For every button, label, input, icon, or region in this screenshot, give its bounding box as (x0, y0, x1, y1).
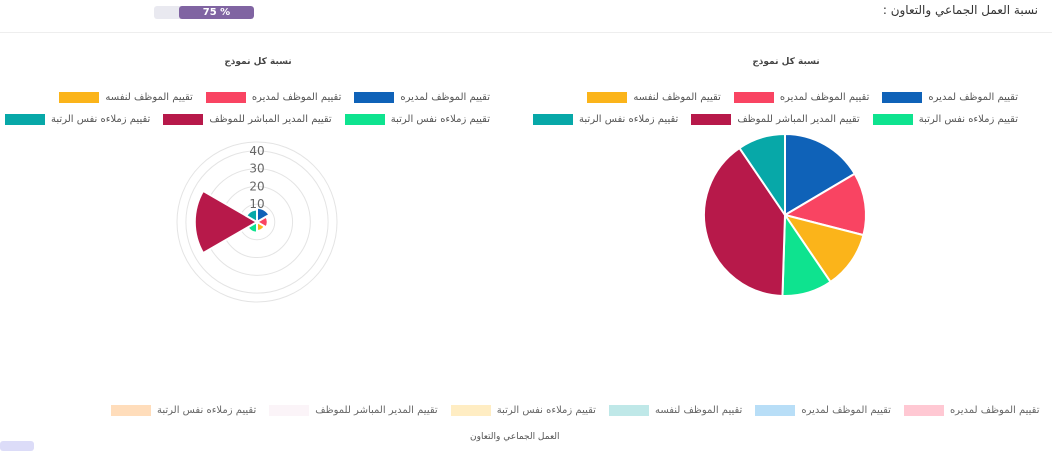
pie-legend-label: تقييم الموظف لمديره (779, 91, 870, 103)
polar-legend-label: تقييم المدير المباشر للموظف (209, 113, 332, 125)
pie-chart (703, 132, 867, 297)
bar-legend-item[interactable]: تقييم زملاءه نفس الرتبة (450, 405, 596, 416)
pie-legend-swatch (872, 113, 913, 125)
polar-legend-item[interactable]: تقييم زملاءه نفس الرتبة (344, 113, 490, 125)
scroll-indicator (0, 441, 34, 451)
polar-legend-item[interactable]: تقييم الموظف لمديره (354, 91, 490, 103)
polar-area-chart: 10 20 30 40 (176, 141, 338, 303)
pie-slice[interactable] (738, 132, 786, 219)
section-title: نسبة العمل الجماعي والتعاون : (882, 3, 1038, 17)
bar-legend-swatch (608, 405, 649, 416)
polar-chart-title: نسبة كل نموذج (224, 57, 292, 67)
polar-legend-item[interactable]: تقييم المدير المباشر للموظف (163, 113, 332, 125)
bar-legend-swatch (450, 405, 491, 416)
bar-chart-x-label: العمل الجماعي والتعاون (470, 432, 560, 442)
polar-legend-swatch (205, 91, 246, 103)
polar-chart-legend: تقييم الموظف لمديره تقييم الموظف لمديره تق… (5, 86, 490, 130)
pie-legend-label: تقييم زملاءه نفس الرتبة (579, 113, 679, 125)
polar-segment[interactable] (244, 208, 258, 224)
pie-legend-row: تقييم زملاءه نفس الرتبة تقييم المدير المب… (533, 108, 1018, 130)
bar-legend-item[interactable]: تقييم الموظف لمديره (903, 405, 1040, 416)
polar-tick-label: 10 (249, 197, 264, 211)
pie-legend-item[interactable]: تقييم زملاءه نفس الرتبة (872, 113, 1018, 125)
bar-legend-item[interactable]: تقييم الموظف لمديره (755, 405, 891, 416)
bar-legend-item[interactable]: تقييم زملاءه نفس الرتبة (111, 405, 256, 416)
polar-legend-label: تقييم زملاءه نفس الرتبة (390, 113, 490, 125)
pie-chart-legend: تقييم الموظف لمديره تقييم الموظف لمديره تق… (533, 86, 1018, 130)
polar-legend-label: تقييم الموظف لمديره (251, 91, 342, 103)
bar-legend-label: تقييم زملاءه نفس الرتبة (496, 405, 596, 416)
pie-slice[interactable] (784, 132, 857, 217)
bar-legend-label: تقييم الموظف لنفسه (654, 405, 743, 416)
bar-legend-swatch (903, 405, 944, 416)
polar-legend-label: تقييم الموظف لمديره (400, 91, 490, 103)
pie-legend-row: تقييم الموظف لمديره تقييم الموظف لمديره تق… (558, 86, 1018, 108)
pie-legend-swatch (882, 91, 923, 103)
polar-tick-label: 20 (249, 179, 264, 193)
pie-legend-swatch (587, 91, 628, 103)
polar-segment[interactable] (254, 215, 269, 229)
polar-grid-circle (176, 141, 338, 303)
pie-legend-item[interactable]: تقييم زملاءه نفس الرتبة (533, 113, 679, 125)
polar-legend-swatch (344, 113, 385, 125)
pie-legend-label: تقييم زملاءه نفس الرتبة (918, 113, 1018, 125)
bar-legend-label: تقييم زملاءه نفس الرتبة (157, 405, 257, 416)
pie-chart-title: نسبة كل نموذج (752, 57, 820, 67)
bar-legend-label: تقييم المدير المباشر للموظف (315, 405, 438, 416)
polar-legend-swatch (163, 113, 204, 125)
progress-fill: 75 % (179, 6, 254, 19)
pie-legend-swatch (533, 113, 574, 125)
polar-legend-row: تقييم زملاءه نفس الرتبة تقييم المدير المب… (5, 108, 490, 130)
polar-legend-item[interactable]: تقييم زملاءه نفس الرتبة (5, 113, 151, 125)
bar-legend-label: تقييم الموظف لمديره (801, 405, 891, 416)
pie-legend-label: تقييم المدير المباشر للموظف (737, 113, 860, 125)
progress-bar: 75 % (154, 6, 254, 19)
pie-slice[interactable] (703, 146, 787, 297)
pie-legend-item[interactable]: تقييم الموظف لمديره (882, 91, 1018, 103)
polar-legend-item[interactable]: تقييم الموظف لنفسه (59, 91, 193, 103)
pie-legend-swatch (691, 113, 732, 125)
polar-legend-item[interactable]: تقييم الموظف لمديره (205, 91, 342, 103)
polar-tick-label: 30 (249, 162, 264, 176)
polar-legend-swatch (5, 113, 46, 125)
pie-legend-label: تقييم الموظف لنفسه (633, 91, 721, 103)
bar-legend-swatch (111, 405, 151, 416)
polar-legend-row: تقييم الموظف لمديره تقييم الموظف لمديره تق… (30, 86, 490, 108)
polar-segment[interactable] (193, 189, 260, 255)
bar-legend-label: تقييم الموظف لمديره (949, 405, 1040, 416)
divider (0, 32, 1052, 33)
polar-legend-swatch (59, 91, 100, 103)
polar-grid-circle (185, 150, 329, 294)
pie-legend-swatch (733, 91, 774, 103)
pie-legend-item[interactable]: تقييم الموظف لمديره (733, 91, 870, 103)
polar-legend-swatch (354, 91, 395, 103)
polar-segment[interactable] (256, 206, 271, 224)
polar-legend-label: تقييم زملاءه نفس الرتبة (51, 113, 151, 125)
pie-legend-item[interactable]: تقييم المدير المباشر للموظف (691, 113, 860, 125)
polar-tick-label: 40 (249, 144, 264, 158)
bar-legend-item[interactable]: تقييم الموظف لنفسه (608, 405, 743, 416)
pie-legend-label: تقييم الموظف لمديره (928, 91, 1018, 103)
pie-legend-item[interactable]: تقييم الموظف لنفسه (587, 91, 721, 103)
polar-legend-label: تقييم الموظف لنفسه (105, 91, 193, 103)
bar-legend-item[interactable]: تقييم المدير المباشر للموظف (269, 405, 438, 416)
bar-legend-swatch (269, 405, 310, 416)
bar-legend-swatch (755, 405, 796, 416)
bar-chart-legend: تقييم الموظف لمديره تقييم الموظف لمديره تق… (98, 405, 1040, 416)
